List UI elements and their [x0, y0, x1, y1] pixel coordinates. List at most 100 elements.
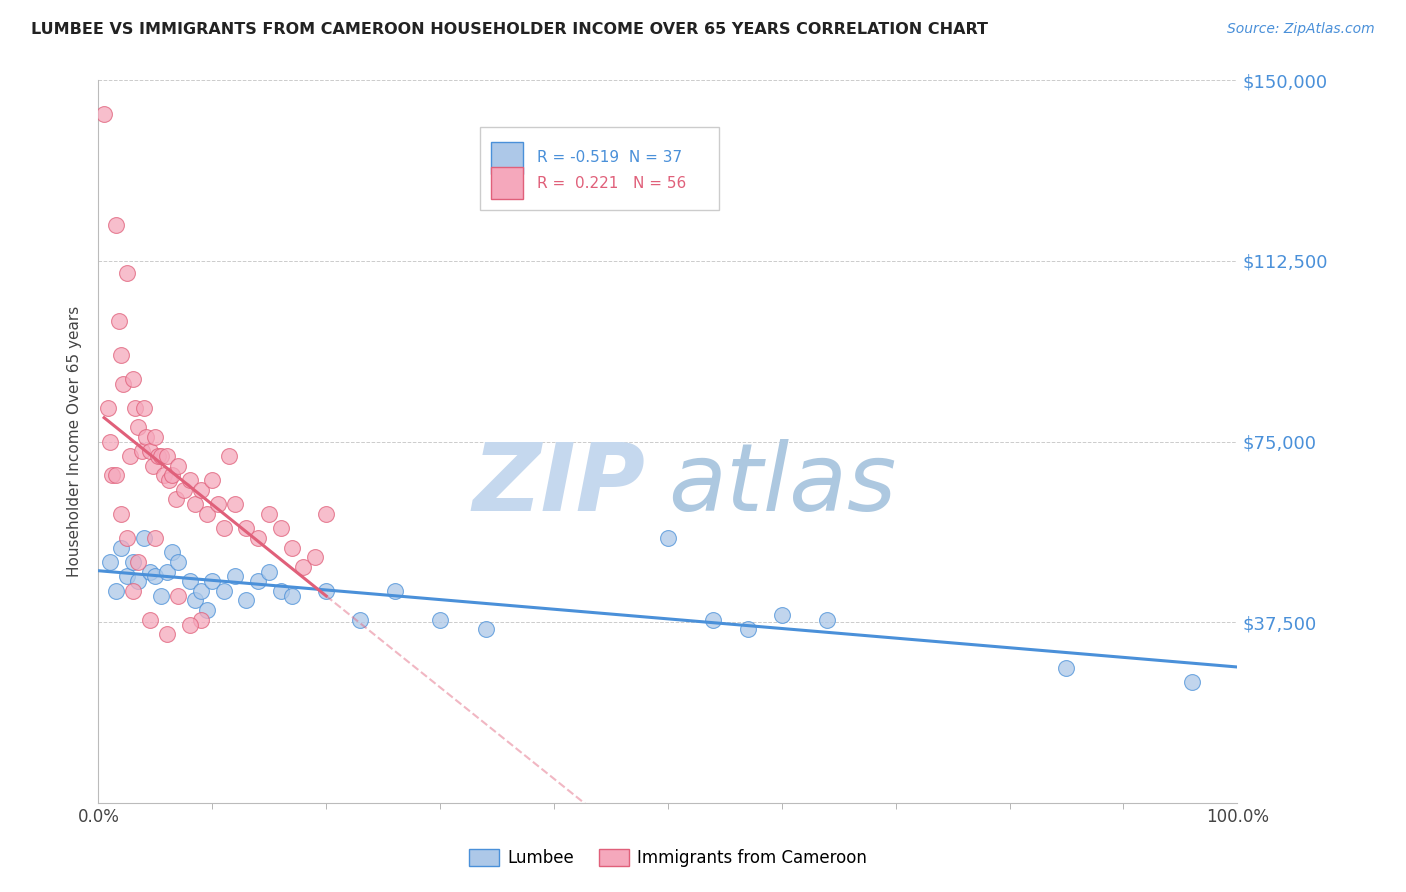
Point	[218, 449, 240, 463]
Point	[98, 434, 121, 449]
Point	[815, 613, 838, 627]
Point	[270, 583, 292, 598]
Point	[184, 497, 207, 511]
Point	[127, 420, 149, 434]
Point	[156, 565, 179, 579]
Point	[201, 473, 224, 487]
Point	[429, 613, 451, 627]
Point	[304, 550, 326, 565]
Point	[162, 545, 184, 559]
Point	[138, 613, 160, 627]
Point	[156, 627, 179, 641]
Point	[110, 541, 132, 555]
Point	[179, 574, 201, 589]
Point	[115, 531, 138, 545]
Point	[110, 348, 132, 362]
Point	[179, 617, 201, 632]
Point	[165, 492, 187, 507]
Point	[145, 531, 167, 545]
Point	[167, 458, 190, 473]
Point	[259, 507, 281, 521]
Point	[173, 483, 195, 497]
Point	[1054, 661, 1078, 675]
Point	[224, 569, 246, 583]
FancyBboxPatch shape	[479, 128, 718, 211]
Point	[96, 401, 118, 415]
Point	[146, 449, 169, 463]
Point	[292, 559, 315, 574]
Point	[145, 430, 167, 444]
Point	[127, 574, 149, 589]
Point	[474, 623, 496, 637]
FancyBboxPatch shape	[491, 167, 523, 200]
Point	[142, 458, 165, 473]
Point	[167, 555, 190, 569]
Point	[124, 401, 146, 415]
Point	[121, 583, 143, 598]
Point	[162, 468, 184, 483]
Point	[259, 565, 281, 579]
Point	[131, 444, 153, 458]
Point	[98, 555, 121, 569]
Point	[121, 555, 143, 569]
Point	[112, 376, 135, 391]
Point	[246, 574, 269, 589]
Point	[132, 531, 155, 545]
Text: LUMBEE VS IMMIGRANTS FROM CAMEROON HOUSEHOLDER INCOME OVER 65 YEARS CORRELATION : LUMBEE VS IMMIGRANTS FROM CAMEROON HOUSE…	[31, 22, 988, 37]
Point	[167, 589, 190, 603]
Point	[195, 507, 218, 521]
Point	[108, 314, 131, 328]
Point	[207, 497, 229, 511]
Point	[281, 541, 304, 555]
Point	[212, 583, 235, 598]
Point	[138, 444, 160, 458]
Point	[145, 569, 167, 583]
Point	[101, 468, 124, 483]
Point	[127, 555, 149, 569]
Text: Source: ZipAtlas.com: Source: ZipAtlas.com	[1227, 22, 1375, 37]
Point	[156, 449, 179, 463]
Point	[104, 468, 127, 483]
Point	[115, 266, 138, 280]
Legend: Lumbee, Immigrants from Cameroon: Lumbee, Immigrants from Cameroon	[463, 842, 873, 874]
Point	[1181, 675, 1204, 690]
Point	[104, 583, 127, 598]
Point	[770, 607, 793, 622]
Point	[315, 583, 337, 598]
Text: R = -0.519  N = 37: R = -0.519 N = 37	[537, 151, 682, 165]
Point	[702, 613, 724, 627]
Point	[110, 507, 132, 521]
Point	[150, 449, 173, 463]
Point	[235, 593, 257, 607]
Point	[115, 569, 138, 583]
Point	[184, 593, 207, 607]
Point	[281, 589, 304, 603]
Point	[315, 507, 337, 521]
Point	[135, 430, 157, 444]
Point	[138, 565, 160, 579]
Point	[270, 521, 292, 535]
Point	[349, 613, 371, 627]
Point	[104, 218, 127, 232]
Point	[190, 613, 212, 627]
Point	[737, 623, 759, 637]
Point	[150, 589, 173, 603]
Point	[212, 521, 235, 535]
Point	[179, 473, 201, 487]
Point	[657, 531, 679, 545]
Point	[246, 531, 269, 545]
Point	[132, 401, 155, 415]
Point	[157, 473, 180, 487]
Point	[195, 603, 218, 617]
Text: R =  0.221   N = 56: R = 0.221 N = 56	[537, 176, 686, 191]
Y-axis label: Householder Income Over 65 years: Householder Income Over 65 years	[67, 306, 83, 577]
Point	[235, 521, 257, 535]
Point	[93, 107, 115, 121]
Text: atlas: atlas	[668, 440, 896, 531]
FancyBboxPatch shape	[491, 142, 523, 174]
Point	[384, 583, 406, 598]
Point	[201, 574, 224, 589]
Point	[121, 372, 143, 386]
Point	[120, 449, 142, 463]
Text: ZIP: ZIP	[472, 439, 645, 531]
